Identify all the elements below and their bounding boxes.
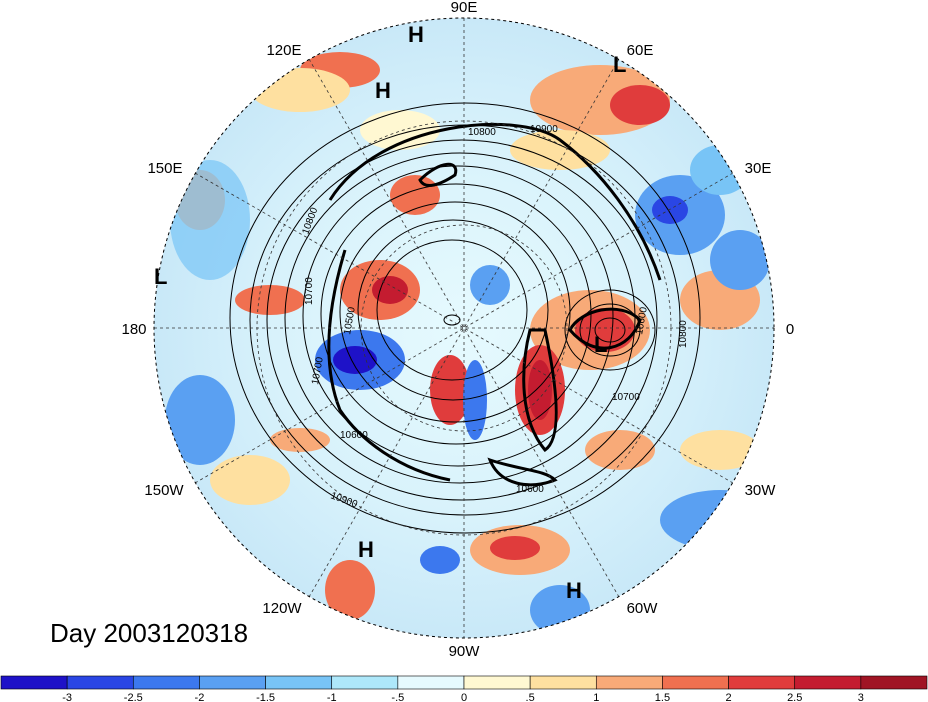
colorbar-swatch [728,675,796,690]
colorbar-swatch [132,675,200,690]
contour-label: 10600 [634,306,650,336]
low-label: L [594,332,607,357]
colorbar-tick-label: -3 [62,692,72,702]
lon-label-120w: 120W [262,600,302,617]
lon-label-30w: 30W [745,482,777,499]
lon-label-90e: 90E [451,0,478,16]
contour-label: 10900 [530,124,558,135]
colorbar-swatch [463,675,531,690]
colorbar-tick-label: .5 [526,692,535,702]
day-title: Day 2003120318 [50,618,249,648]
lon-label-60e: 60E [627,42,654,59]
high-label: H [566,578,582,603]
colorbar-tick-label: -1.5 [256,692,275,702]
lon-label-150w: 150W [144,482,184,499]
height-contours [229,102,701,534]
colorbar-swatch [860,675,928,690]
colorbar-tick-label: 0 [461,692,467,702]
lon-label-0: 0 [786,321,794,338]
map-boundary [153,17,775,639]
colorbar-swatch [66,675,134,690]
colorbar-swatch [662,675,729,690]
colorbar-tick-label: 2 [726,692,732,702]
low-label: L [613,52,626,77]
colorbar-tick-label: -1 [327,692,337,702]
colorbar-swatch [265,675,333,690]
lon-label-150e: 150E [147,160,182,177]
colorbar-swatch [397,675,465,690]
contour-label: 10800 [678,320,689,348]
colorbar-tick-label: 1.5 [655,692,670,702]
contour-label: 10600 [340,430,368,441]
pressure-system-labels: H H L L L H H [154,22,626,603]
high-label: H [408,22,424,47]
colorbar-tick-label: 1 [593,692,599,702]
colorbar-tick-label: 2.5 [787,692,802,702]
colorbar-swatch [595,675,663,690]
lon-label-120e: 120E [266,42,301,59]
colorbar-swatch [794,675,862,690]
contour-labels: 10900 10800 10700 10600 10800 10500 1070… [300,124,689,510]
colorbar-tick-label: -2.5 [124,692,143,702]
contour-label: 10500 [342,306,358,336]
colorbar-tick-label: -.5 [391,692,404,702]
low-label: L [154,264,167,289]
contour-label: 10600 [516,484,544,495]
contour-label: 10700 [612,392,640,403]
graticule [154,18,774,638]
lon-label-30e: 30E [745,160,772,177]
contour-label: 10700 [304,277,315,305]
lon-label-180: 180 [121,321,146,338]
colorbar-swatch [0,675,68,690]
lon-label-60w: 60W [627,600,659,617]
lon-label-90w: 90W [449,643,481,660]
colorbar-tick-label: -2 [195,692,205,702]
high-label: H [358,537,374,562]
longitude-labels: 90E 60E 30E 0 30W 60W 90W 120W 150W 180 … [121,0,794,660]
colorbar-swatch [529,675,597,690]
colorbar-tick-label: 3 [858,692,864,702]
high-label: H [375,78,391,103]
colorbar-swatch [331,675,399,690]
colorbar: -3 -2.5 -2 -1.5 -1 -.5 0 .5 1 1.5 2 2.5 3 [0,675,928,702]
contour-label: 10800 [468,127,496,138]
colorbar-swatch [199,675,266,690]
contour-label: 10700 [310,356,326,386]
